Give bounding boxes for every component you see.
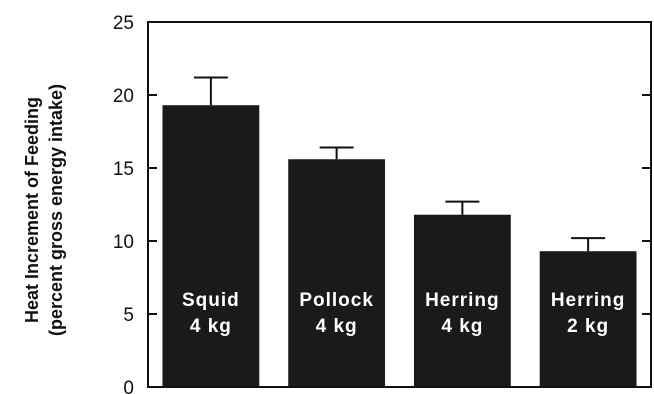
category-label: 4 kg [316, 316, 358, 337]
bar [539, 251, 637, 387]
category-label: Herring [425, 290, 500, 311]
y-tick-label: 10 [113, 232, 134, 253]
y-axis-title: Heat Increment of Feeding (percent gross… [22, 84, 66, 336]
y-tick-label: 15 [113, 159, 134, 180]
bars [162, 105, 637, 387]
bar [413, 214, 511, 387]
category-label: 4 kg [441, 316, 483, 337]
y-tick-label: 25 [113, 13, 134, 34]
y-tick-label: 20 [113, 86, 134, 107]
y-tick-label: 0 [123, 378, 134, 394]
y-axis-title-line-2: (percent gross energy intake) [46, 84, 66, 336]
error-bars [193, 76, 606, 252]
category-label: Pollock [299, 290, 374, 311]
bar [288, 159, 386, 387]
category-label: 4 kg [190, 316, 232, 337]
bar [162, 105, 260, 387]
category-label: 2 kg [567, 316, 609, 337]
bar-labels: Squid 4 kg Pollock 4 kg Herring 4 kg Herring 2 … [182, 290, 626, 337]
category-label: Herring [551, 290, 626, 311]
plot-frame [147, 21, 652, 388]
y-axis-ticks: 0 5 10 15 20 25 [113, 13, 651, 394]
y-axis-title-line-1: Heat Increment of Feeding [22, 97, 42, 323]
category-label: Squid [182, 290, 240, 311]
y-tick-label: 5 [123, 305, 134, 326]
